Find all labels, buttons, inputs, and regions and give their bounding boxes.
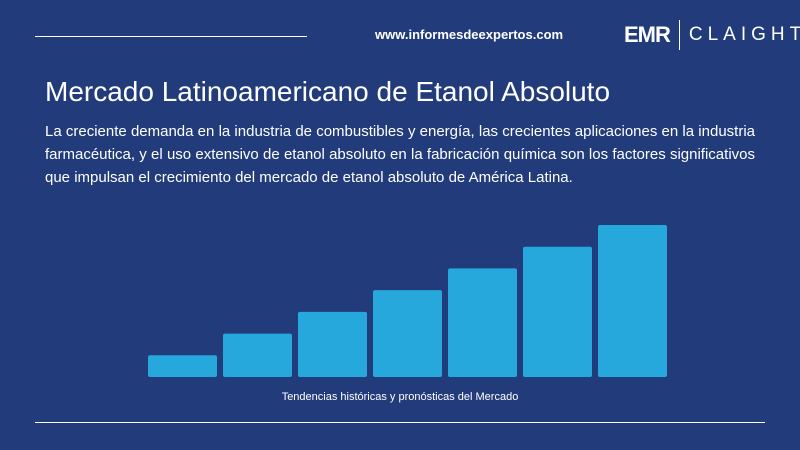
bar xyxy=(523,246,592,377)
bar xyxy=(223,333,292,377)
bar xyxy=(598,225,667,377)
logo-divider xyxy=(678,20,680,50)
description: La creciente demanda en la industria de … xyxy=(45,123,755,186)
chart-caption: Tendencias históricas y pronósticas del … xyxy=(281,391,519,403)
bar xyxy=(148,355,217,377)
bar xyxy=(448,268,517,377)
bar xyxy=(373,290,442,377)
bar xyxy=(298,311,367,377)
logo-right: CLAIGHT xyxy=(688,24,800,45)
logo-left: EMR xyxy=(624,22,671,47)
title: Mercado Latinoamericano de Etanol Absolu… xyxy=(45,76,611,107)
url: www.informesdeexpertos.com xyxy=(375,27,564,42)
logo: EMR CLAIGHT xyxy=(624,20,800,50)
top-rule xyxy=(35,36,307,37)
bottom-rule xyxy=(35,422,765,423)
